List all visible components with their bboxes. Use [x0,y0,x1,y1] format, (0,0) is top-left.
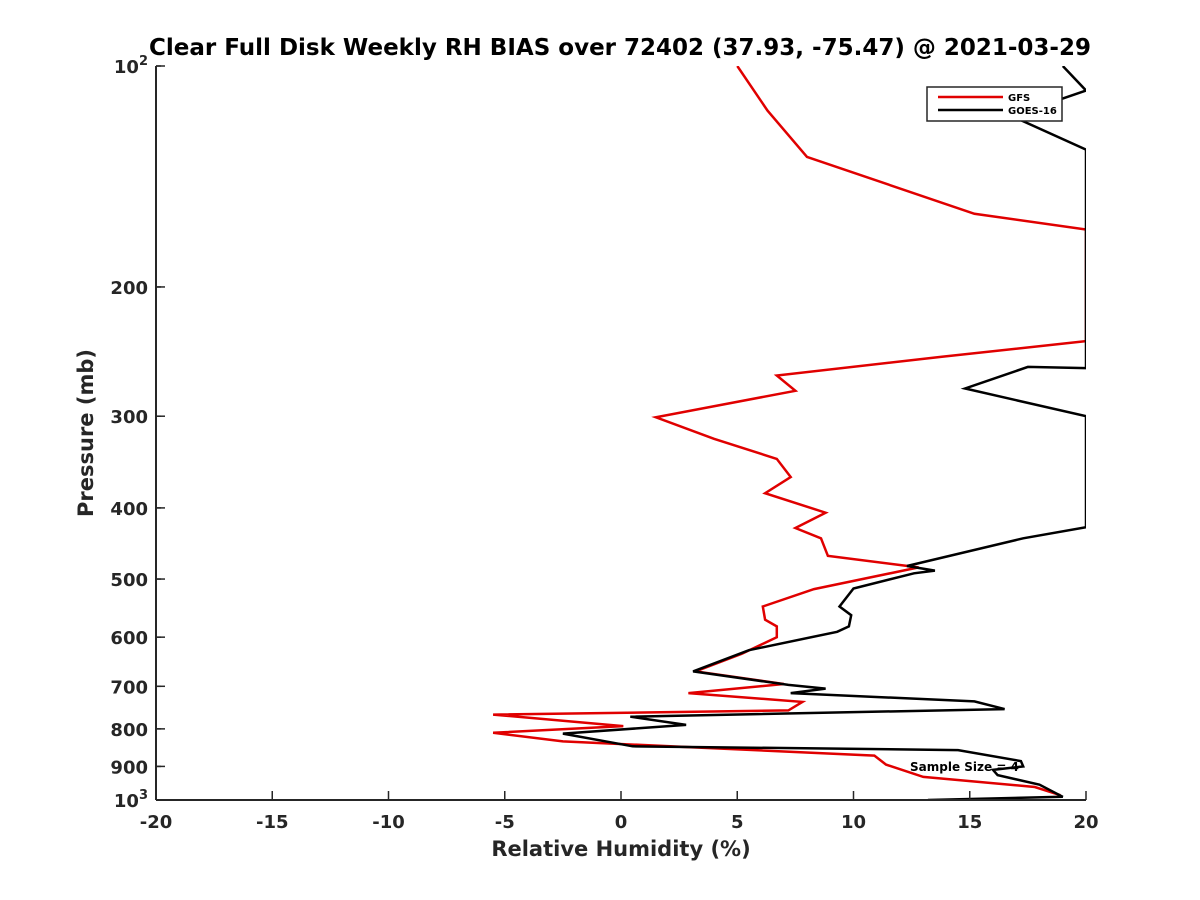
y-tick-label: 700 [110,677,148,698]
legend-label-goes-16: GOES-16 [1008,106,1057,117]
x-tick-label: -10 [372,812,405,833]
y-tick-label: 200 [110,278,148,299]
legend: GFS GOES-16 [926,86,1063,122]
x-tick-label: -20 [140,812,173,833]
x-tick-label: 5 [731,812,744,833]
y-axis-label: Pressure (mb) [74,349,98,517]
series-layer [492,66,1086,800]
y-tick-label: 400 [110,499,148,520]
legend-label-gfs: GFS [1008,93,1030,104]
y-tick-label: 102 [114,54,148,78]
x-tick-label: 20 [1073,812,1098,833]
x-tick-label: 0 [615,812,628,833]
y-tick-label: 500 [110,570,148,591]
sample-size-annotation: Sample Size = 4 [910,760,1019,774]
x-tick-label: -15 [256,812,289,833]
x-axis-label: Relative Humidity (%) [491,837,750,861]
y-tick-label: 300 [110,407,148,428]
chart-title: Clear Full Disk Weekly RH BIAS over 7240… [149,35,1091,61]
y-tick-label: 600 [110,628,148,649]
y-tick-label: 103 [114,788,148,812]
axes [155,65,1087,801]
x-tick-label: 10 [841,812,866,833]
tick-labels: -20 -15 -10 -5 0 5 10 15 20 102 200 300 400 500 600 700… [110,54,1098,833]
y-tick-label: 800 [110,720,148,741]
series-line-goes-16 [562,66,1086,800]
x-tick-label: 15 [957,812,982,833]
legend-box [926,86,1063,122]
series-line-gfs [492,66,1086,797]
y-tick-label: 900 [110,757,148,778]
x-tick-label: -5 [495,812,515,833]
